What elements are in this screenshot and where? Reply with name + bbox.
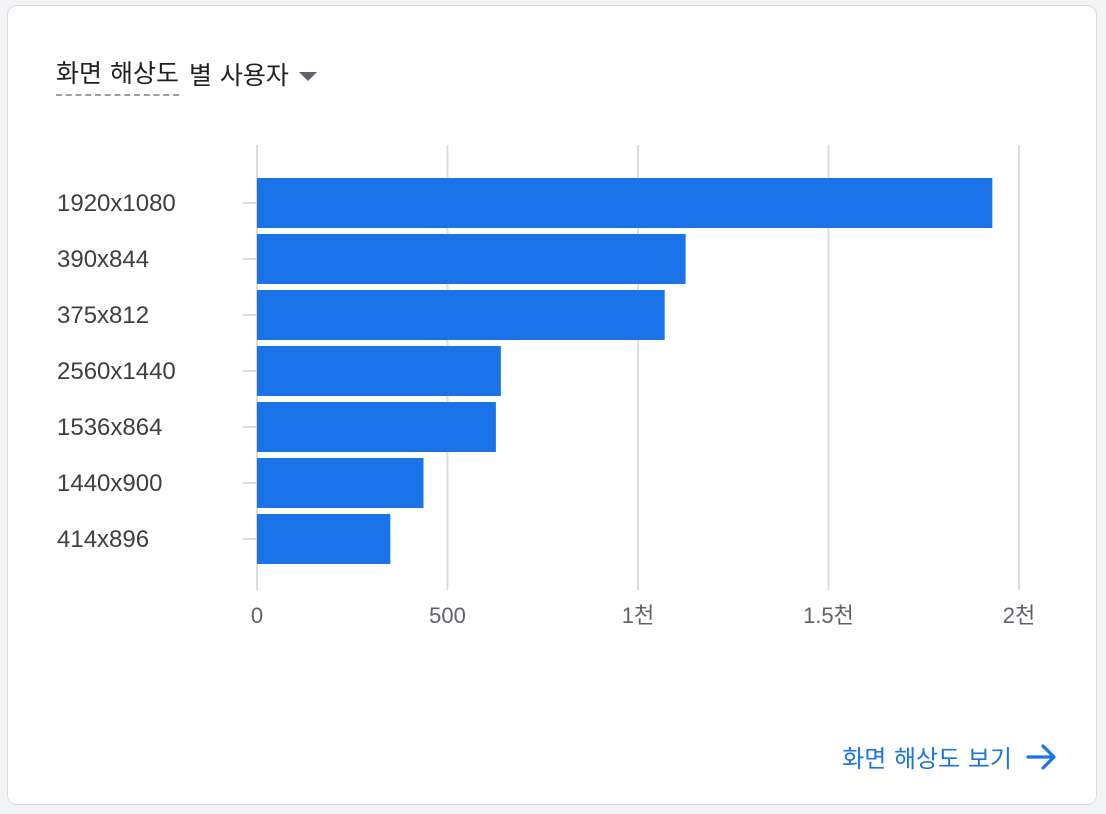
x-tick-label: 2천 bbox=[1003, 603, 1035, 628]
bar-375x812[interactable] bbox=[257, 290, 665, 340]
caret-down-icon[interactable] bbox=[298, 71, 317, 81]
bar-1536x864[interactable] bbox=[257, 402, 496, 452]
users-by-screen-resolution-card: 화면 해상도 별 사용자 화면 해상도 보기 bbox=[7, 5, 1097, 805]
card-header: 화면 해상도 별 사용자 bbox=[56, 56, 317, 96]
view-screen-resolutions-link[interactable]: 화면 해상도 보기 bbox=[842, 739, 1058, 774]
category-label: 390x844 bbox=[57, 246, 149, 273]
category-label: 1536x864 bbox=[57, 414, 162, 441]
x-tick-label: 1.5천 bbox=[803, 603, 854, 628]
category-label: 1440x900 bbox=[57, 470, 162, 497]
bar-390x844[interactable] bbox=[257, 234, 686, 284]
x-tick-label: 0 bbox=[251, 603, 263, 628]
bar-2560x1440[interactable] bbox=[257, 346, 501, 396]
x-tick-label: 500 bbox=[429, 603, 466, 628]
category-label: 414x896 bbox=[57, 526, 149, 553]
metric-selector[interactable]: 화면 해상도 bbox=[56, 56, 179, 96]
category-label: 1920x1080 bbox=[57, 190, 176, 217]
category-label: 2560x1440 bbox=[57, 358, 176, 385]
view-screen-resolutions-label: 화면 해상도 보기 bbox=[842, 745, 1012, 773]
dimension-label: 별 사용자 bbox=[188, 61, 289, 90]
bar-1440x900[interactable] bbox=[257, 458, 424, 508]
bar-1920x1080[interactable] bbox=[257, 178, 993, 228]
bar-414x896[interactable] bbox=[257, 514, 391, 564]
arrow-right-icon bbox=[1026, 743, 1056, 770]
x-tick-label: 1천 bbox=[622, 603, 654, 628]
category-label: 375x812 bbox=[57, 302, 149, 329]
